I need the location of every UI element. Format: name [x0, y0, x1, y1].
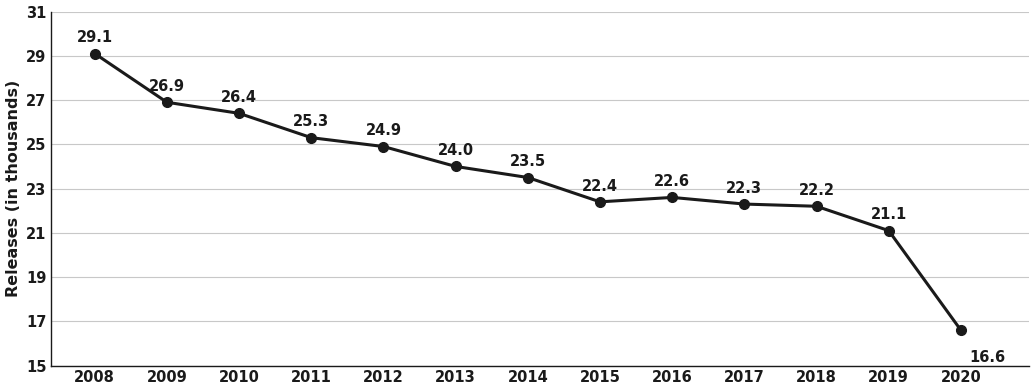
Text: 23.5: 23.5	[510, 154, 545, 169]
Text: 26.4: 26.4	[221, 90, 257, 105]
Text: 24.9: 24.9	[365, 123, 402, 138]
Text: 22.3: 22.3	[727, 181, 763, 196]
Text: 22.2: 22.2	[799, 183, 834, 198]
Text: 24.0: 24.0	[438, 143, 474, 158]
Text: 29.1: 29.1	[77, 30, 113, 45]
Text: 22.6: 22.6	[654, 174, 690, 189]
Text: 25.3: 25.3	[293, 114, 329, 129]
Text: 21.1: 21.1	[870, 207, 907, 222]
Y-axis label: Releases (in thousands): Releases (in thousands)	[5, 80, 21, 297]
Text: 26.9: 26.9	[149, 79, 185, 94]
Text: 16.6: 16.6	[969, 350, 1005, 365]
Text: 22.4: 22.4	[582, 179, 618, 194]
